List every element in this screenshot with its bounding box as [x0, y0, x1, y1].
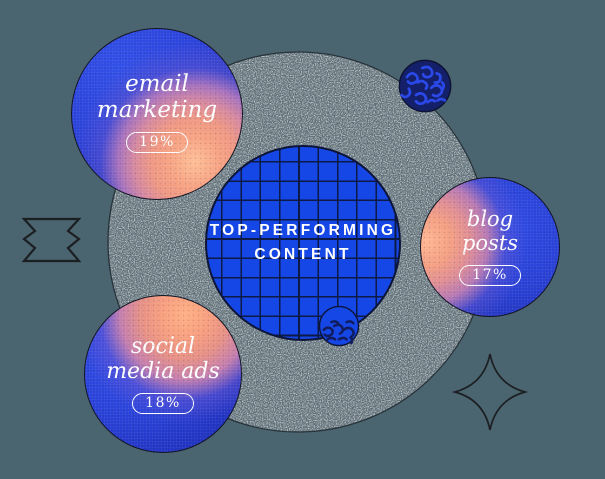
zigzag-ribbon-icon — [21, 217, 82, 263]
bubble-label: blog posts — [461, 207, 519, 256]
bubble-label-line2: media ads — [106, 359, 220, 384]
value-badge: 17% — [459, 264, 521, 286]
sparkle-star-icon — [451, 353, 529, 431]
value-badge: 18% — [132, 393, 194, 415]
bubble-label-line1: social — [130, 333, 196, 359]
maze-circle-top-icon — [398, 59, 452, 113]
bubble-label: email marketing — [97, 71, 217, 123]
maze-circle-bottom-icon — [318, 305, 360, 347]
bubble-email-marketing: email marketing 19% — [71, 28, 243, 200]
bubble-label-line2: posts — [461, 231, 519, 255]
bubble-social-media-ads: social media ads 18% — [84, 295, 242, 453]
chart-title-line1: TOP-PERFORMING — [209, 222, 397, 239]
bubble-label: social media ads — [106, 334, 220, 384]
bubble-label-line2: marketing — [96, 97, 218, 123]
chart-title-line2: CONTENT — [254, 246, 352, 263]
bubble-label-line1: email — [125, 70, 189, 97]
bubble-blog-posts: blog posts 17% — [420, 177, 560, 317]
chart-title: TOP-PERFORMING CONTENT — [210, 219, 397, 267]
value-badge: 19% — [126, 132, 188, 154]
central-topic-circle: TOP-PERFORMING CONTENT — [205, 145, 401, 341]
bubble-label-line1: blog — [466, 207, 514, 232]
